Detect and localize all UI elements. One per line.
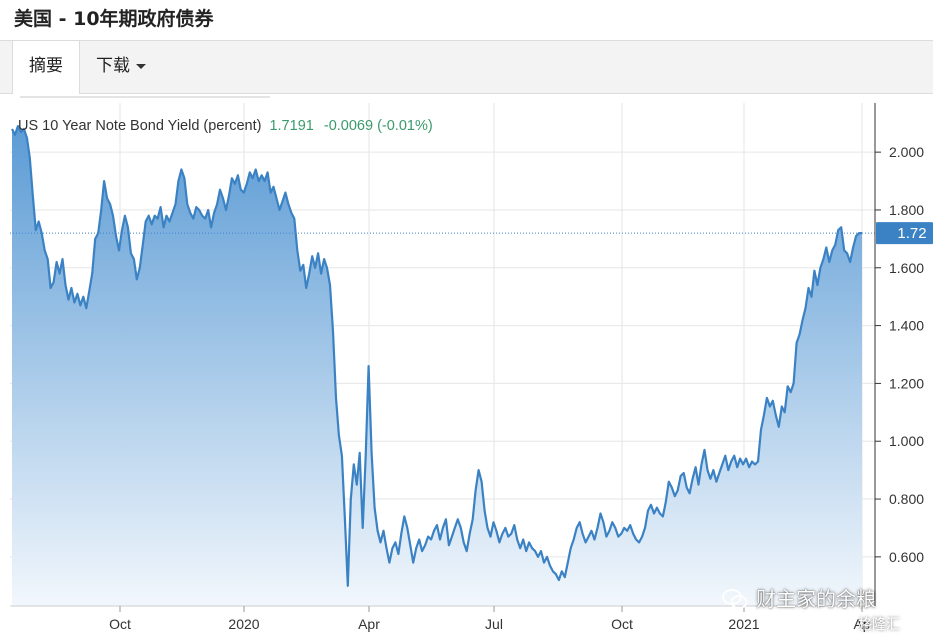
watermark: 财主家的余粮 xyxy=(722,583,876,612)
tab-summary[interactable]: 摘要 xyxy=(12,41,80,94)
y-axis-ticks: 0.600 0.800 1.000 1.200 1.400 1.600 1.800 2.000 xyxy=(875,144,924,565)
tab-download[interactable]: 下载 xyxy=(96,41,146,93)
yield-area xyxy=(12,126,862,606)
y-tick-label: 0.600 xyxy=(889,549,924,565)
x-tick-label: Oct xyxy=(611,616,633,632)
chart-title: US 10 Year Note Bond Yield (percent) xyxy=(18,118,262,134)
y-tick-label: 2.000 xyxy=(889,144,924,160)
current-value-label: 1.72 xyxy=(897,225,926,242)
watermark-secondary: 格隆汇 xyxy=(858,617,900,633)
x-tick-label: 2020 xyxy=(228,616,259,632)
last-value: 1.7191 xyxy=(269,118,314,134)
watermark-text: 财主家的余粮 xyxy=(756,587,876,611)
x-axis-ticks: Oct 2020 Apr Jul Oct 2021 Ap xyxy=(109,606,871,632)
y-tick-label: 1.800 xyxy=(889,202,924,218)
caret-down-icon xyxy=(136,63,146,69)
current-value-badge: 1.72 xyxy=(876,222,933,245)
y-tick-label: 0.800 xyxy=(889,491,924,507)
tab-download-label: 下载 xyxy=(96,56,130,76)
yield-line xyxy=(11,125,862,587)
y-tick-label: 1.400 xyxy=(889,318,924,334)
wechat-icon xyxy=(722,589,748,609)
x-tick-label: Apr xyxy=(358,616,380,632)
tab-bar: 摘要 下载 xyxy=(0,40,933,94)
x-tick-label: Jul xyxy=(485,616,503,632)
tab-underline xyxy=(20,96,270,98)
x-tick-label: Oct xyxy=(109,616,131,632)
current-value-badge-bg xyxy=(876,222,933,245)
y-tick-label: 1.600 xyxy=(889,260,924,276)
x-tick-label: 2021 xyxy=(728,616,759,632)
page-title: 美国 - 10年期政府债券 xyxy=(14,8,214,30)
y-tick-label: 1.200 xyxy=(889,375,924,391)
chart-header: US 10 Year Note Bond Yield (percent) 1.7… xyxy=(18,118,433,134)
change-value: -0.0069 (-0.01%) xyxy=(323,118,433,134)
x-tick-label: Ap xyxy=(853,616,870,632)
y-tick-label: 1.000 xyxy=(889,433,924,449)
